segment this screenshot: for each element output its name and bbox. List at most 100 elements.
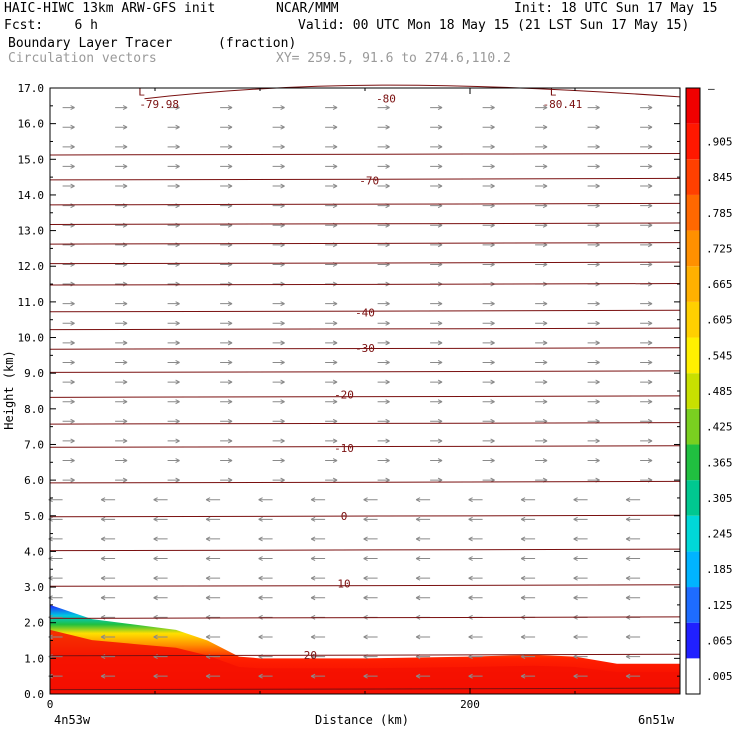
circulation-vector bbox=[258, 595, 273, 601]
circulation-vector bbox=[377, 301, 390, 307]
circulation-vector bbox=[115, 124, 128, 130]
contour-label: -70 bbox=[359, 175, 379, 188]
colorbar-swatch bbox=[686, 658, 700, 694]
circulation-vector bbox=[430, 183, 443, 189]
circulation-vector bbox=[62, 222, 75, 228]
circulation-vector bbox=[377, 183, 390, 189]
circulation-vector bbox=[377, 340, 390, 346]
circulation-vector bbox=[167, 399, 180, 405]
y-tick-label: 9.0 bbox=[24, 367, 44, 380]
circulation-vector bbox=[430, 105, 443, 111]
circulation-vector bbox=[587, 399, 600, 405]
circulation-vector bbox=[115, 320, 128, 326]
colorbar-label: .305 bbox=[706, 492, 733, 505]
circulation-vector bbox=[220, 144, 233, 150]
colorbar-swatch bbox=[686, 515, 700, 552]
temperature-contour bbox=[49, 584, 681, 587]
y-tick-label: 6.0 bbox=[24, 474, 44, 487]
temperature-contour bbox=[49, 309, 681, 313]
circulation-vector bbox=[468, 634, 483, 640]
circulation-vector bbox=[167, 144, 180, 150]
circulation-vector bbox=[167, 379, 180, 385]
circulation-vector bbox=[167, 458, 180, 463]
circulation-vector bbox=[220, 163, 233, 169]
circulation-vector bbox=[430, 418, 443, 424]
circulation-vector bbox=[220, 418, 233, 424]
colorbar-swatch bbox=[686, 373, 700, 409]
circulation-vector bbox=[310, 536, 326, 542]
circulation-vector bbox=[62, 360, 75, 365]
circulation-vector bbox=[62, 301, 75, 307]
circulation-vector bbox=[167, 360, 180, 365]
circulation-vector bbox=[535, 163, 548, 169]
circulation-vector bbox=[62, 242, 75, 248]
circulation-vector bbox=[430, 144, 443, 150]
circulation-vector bbox=[625, 654, 641, 660]
circulation-vector bbox=[258, 497, 273, 503]
circulation-vector bbox=[100, 575, 116, 581]
circulation-vector bbox=[587, 203, 600, 209]
circulation-vector bbox=[640, 438, 653, 444]
forecast-hour: Fcst: 6 h bbox=[4, 18, 98, 33]
circulation-vector bbox=[482, 379, 495, 385]
circulation-vector bbox=[258, 634, 273, 640]
circulation-vector bbox=[258, 673, 273, 679]
circulation-vector bbox=[310, 673, 326, 679]
circulation-vector bbox=[48, 595, 63, 601]
colorbar-swatch bbox=[686, 622, 700, 659]
colorbar-swatch bbox=[686, 266, 700, 302]
circulation-vector bbox=[167, 320, 180, 326]
circulation-vector bbox=[48, 536, 63, 542]
colorbar-swatch bbox=[686, 408, 700, 445]
contour-label: 10 bbox=[337, 577, 350, 590]
circulation-vector bbox=[272, 124, 285, 130]
circulation-vector bbox=[220, 301, 233, 307]
circulation-vector bbox=[363, 575, 378, 581]
circulation-vector bbox=[258, 516, 273, 522]
circulation-vector bbox=[640, 360, 653, 365]
circulation-vector bbox=[115, 105, 128, 111]
circulation-vector bbox=[482, 360, 495, 365]
circulation-vector bbox=[167, 105, 180, 111]
circulation-vector bbox=[587, 360, 600, 365]
contour-label: -80.41 bbox=[543, 98, 583, 111]
circulation-vector bbox=[430, 124, 443, 130]
circulation-vector bbox=[325, 183, 338, 189]
y-tick-label: 7.0 bbox=[24, 438, 44, 451]
circulation-vector bbox=[100, 673, 116, 679]
circulation-vector bbox=[573, 556, 588, 561]
temperature-contour bbox=[49, 261, 681, 265]
org-label: NCAR/MMM bbox=[276, 1, 339, 16]
circulation-vector bbox=[115, 438, 128, 444]
circulation-vector bbox=[640, 105, 653, 111]
colorbar-label: .905 bbox=[706, 135, 733, 148]
circulation-vector bbox=[220, 438, 233, 444]
circulation-vector bbox=[482, 301, 495, 307]
circulation-vector bbox=[363, 536, 378, 542]
right-endpoint-label: 6n51w bbox=[638, 713, 675, 727]
circulation-vector bbox=[535, 438, 548, 444]
circulation-vector bbox=[115, 360, 128, 365]
circulation-vector bbox=[587, 124, 600, 130]
circulation-vector bbox=[363, 516, 378, 522]
contour-label: -30 bbox=[355, 342, 375, 355]
circulation-vector bbox=[587, 105, 600, 111]
circulation-vector bbox=[153, 536, 168, 542]
circulation-vector bbox=[573, 575, 588, 581]
circulation-vector bbox=[430, 477, 443, 483]
temperature-contour-top bbox=[144, 84, 681, 100]
colorbar-swatch bbox=[686, 123, 700, 160]
circulation-vector bbox=[520, 673, 536, 679]
y-tick-label: 3.0 bbox=[24, 581, 44, 594]
y-tick-label: 16.0 bbox=[18, 118, 45, 131]
colorbar-label: .365 bbox=[706, 456, 733, 469]
circulation-vector bbox=[587, 163, 600, 169]
circulation-vector bbox=[220, 124, 233, 130]
circulation-vector bbox=[482, 163, 495, 169]
field2-name: Circulation vectors bbox=[8, 51, 157, 66]
circulation-vector bbox=[325, 105, 338, 111]
circulation-vector bbox=[535, 124, 548, 130]
circulation-vector bbox=[325, 163, 338, 169]
y-tick-label: 17.0 bbox=[18, 82, 45, 95]
contour-label: 20 bbox=[304, 649, 317, 662]
